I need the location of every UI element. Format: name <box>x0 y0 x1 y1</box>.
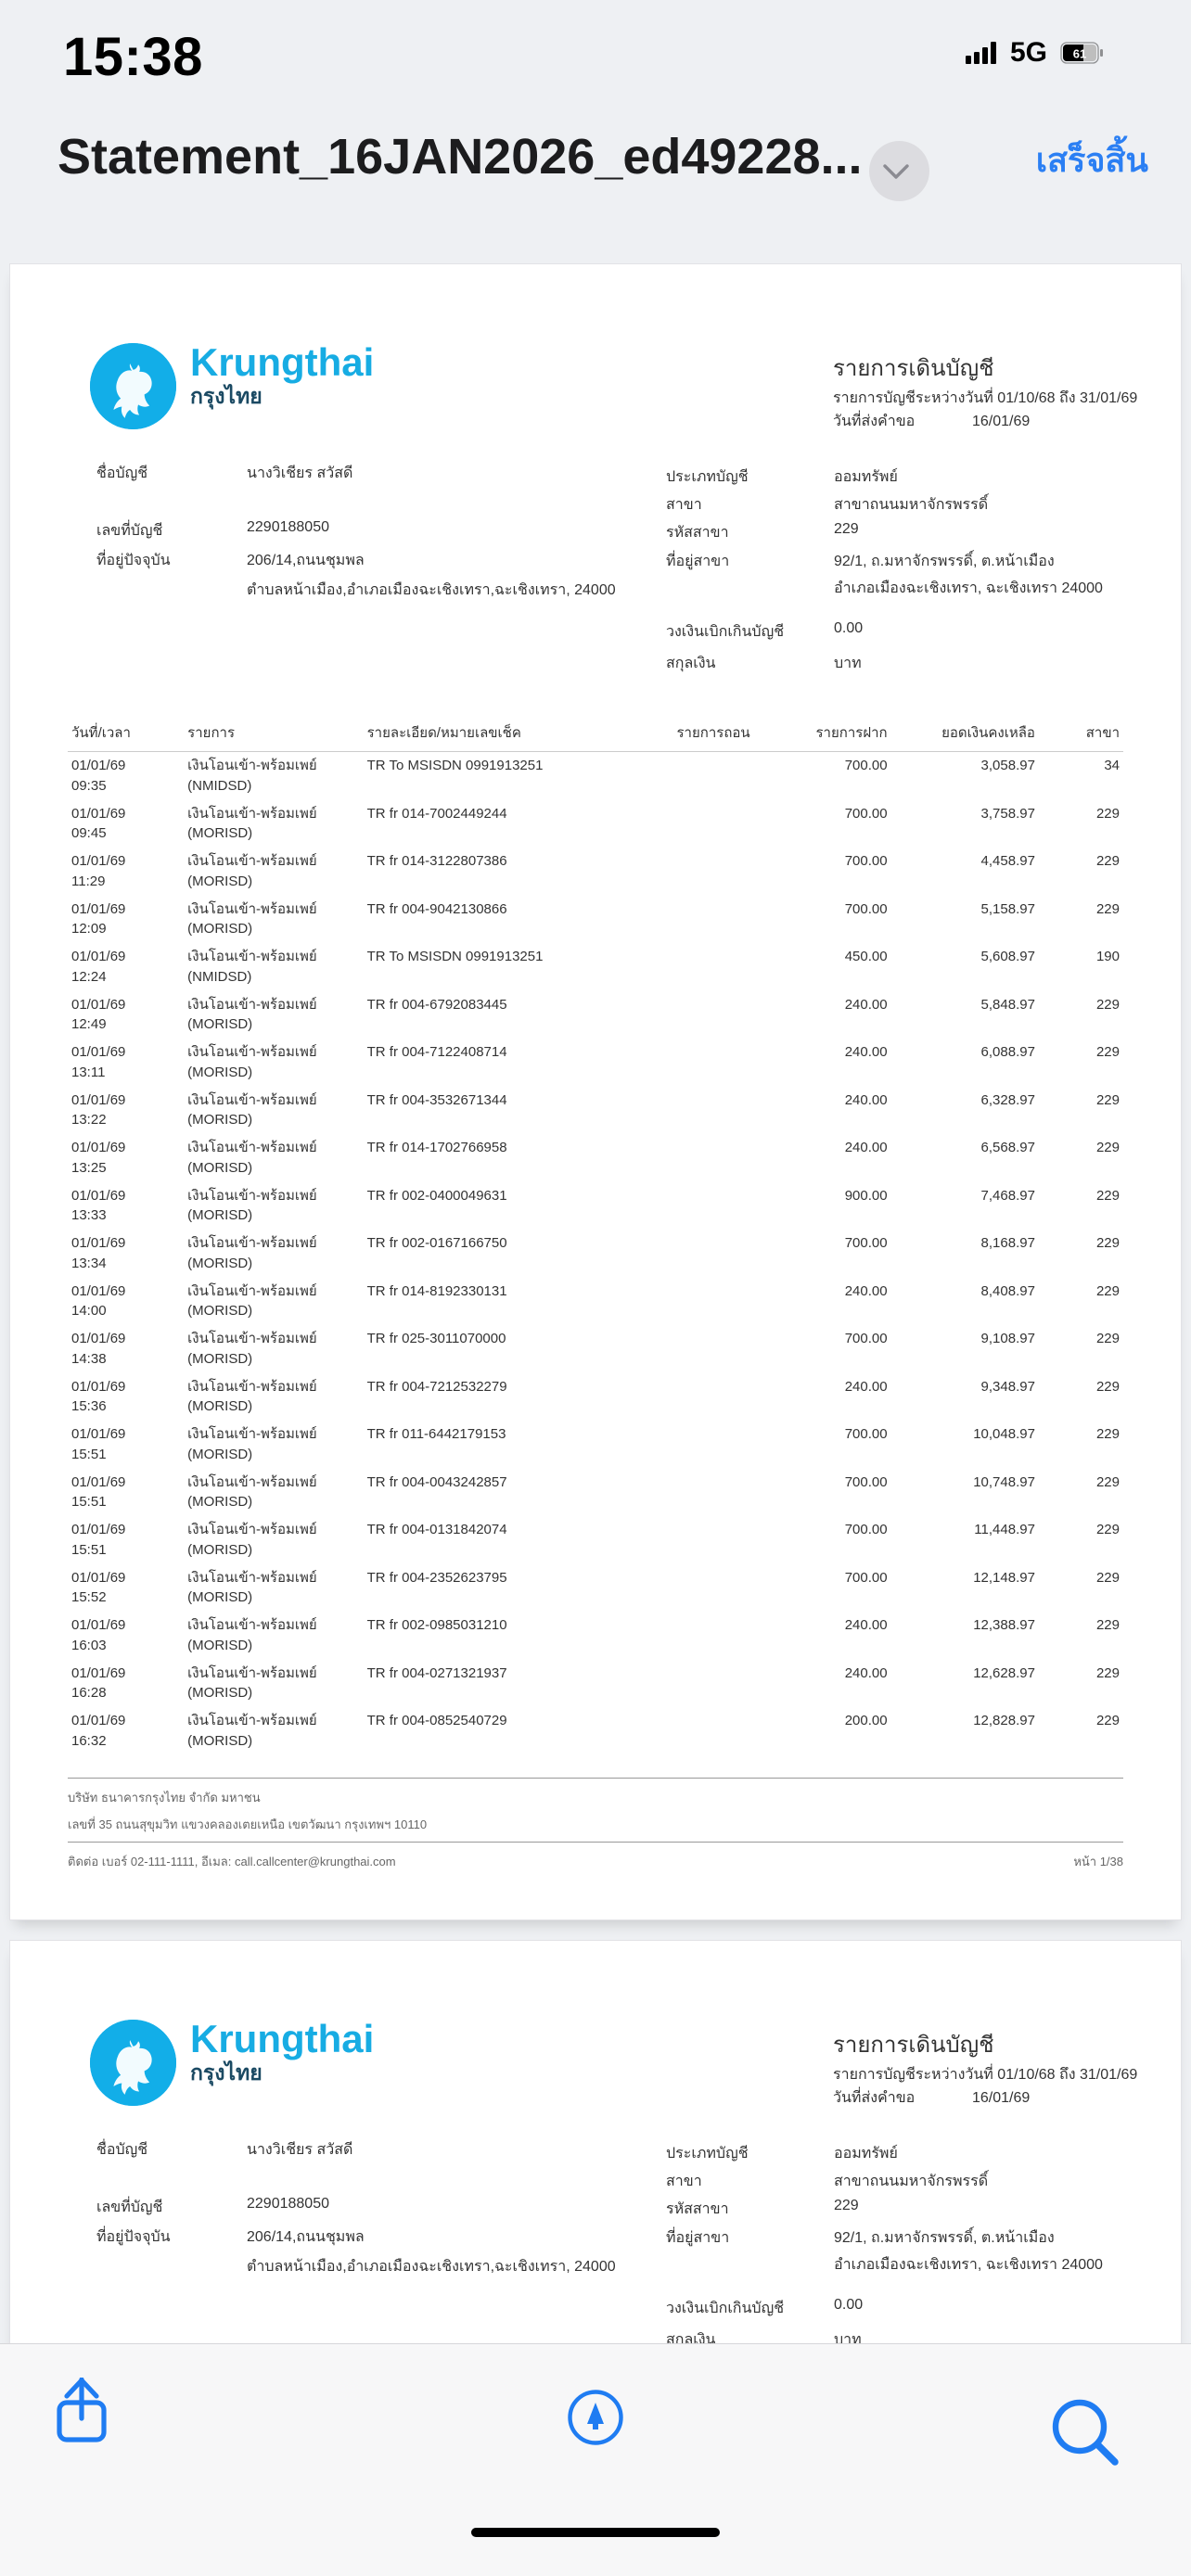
svg-text:61: 61 <box>1073 47 1086 61</box>
